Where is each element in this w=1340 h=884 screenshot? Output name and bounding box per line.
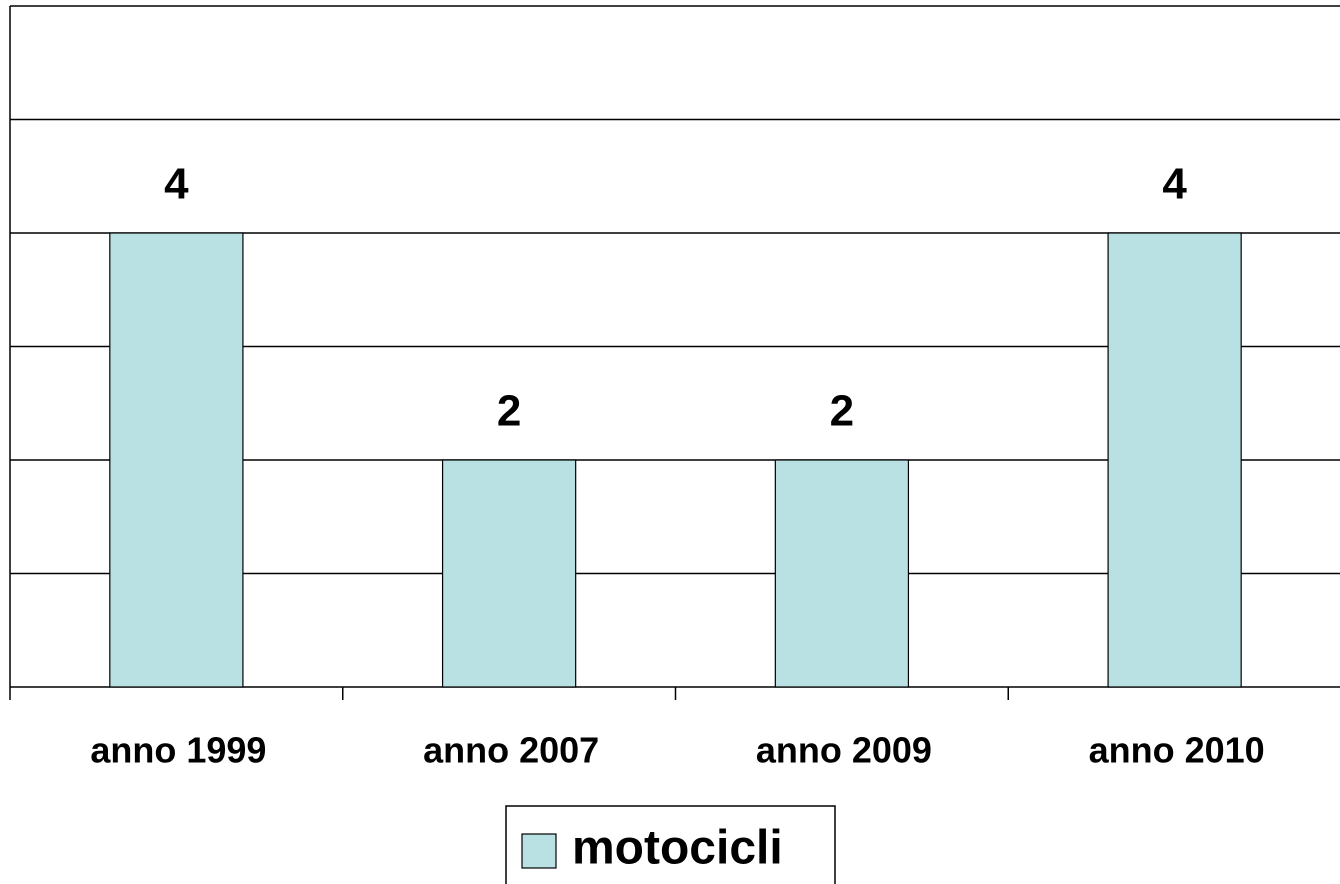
x-tick-label: anno 2010 <box>1089 730 1265 771</box>
bar <box>774 459 910 688</box>
legend-swatch <box>521 833 557 869</box>
data-label: 4 <box>164 160 189 209</box>
bar <box>109 232 244 688</box>
data-label: 2 <box>830 387 854 436</box>
x-tick-label: anno 1999 <box>90 730 266 771</box>
x-tick-label: anno 2009 <box>756 730 932 771</box>
x-tick-label: anno 2007 <box>423 730 599 771</box>
data-label: 2 <box>497 387 521 436</box>
data-label: 4 <box>1162 160 1187 209</box>
legend-label: motocicli <box>572 822 783 875</box>
bar <box>1107 232 1242 688</box>
bar <box>441 459 577 688</box>
legend-box <box>505 805 836 884</box>
